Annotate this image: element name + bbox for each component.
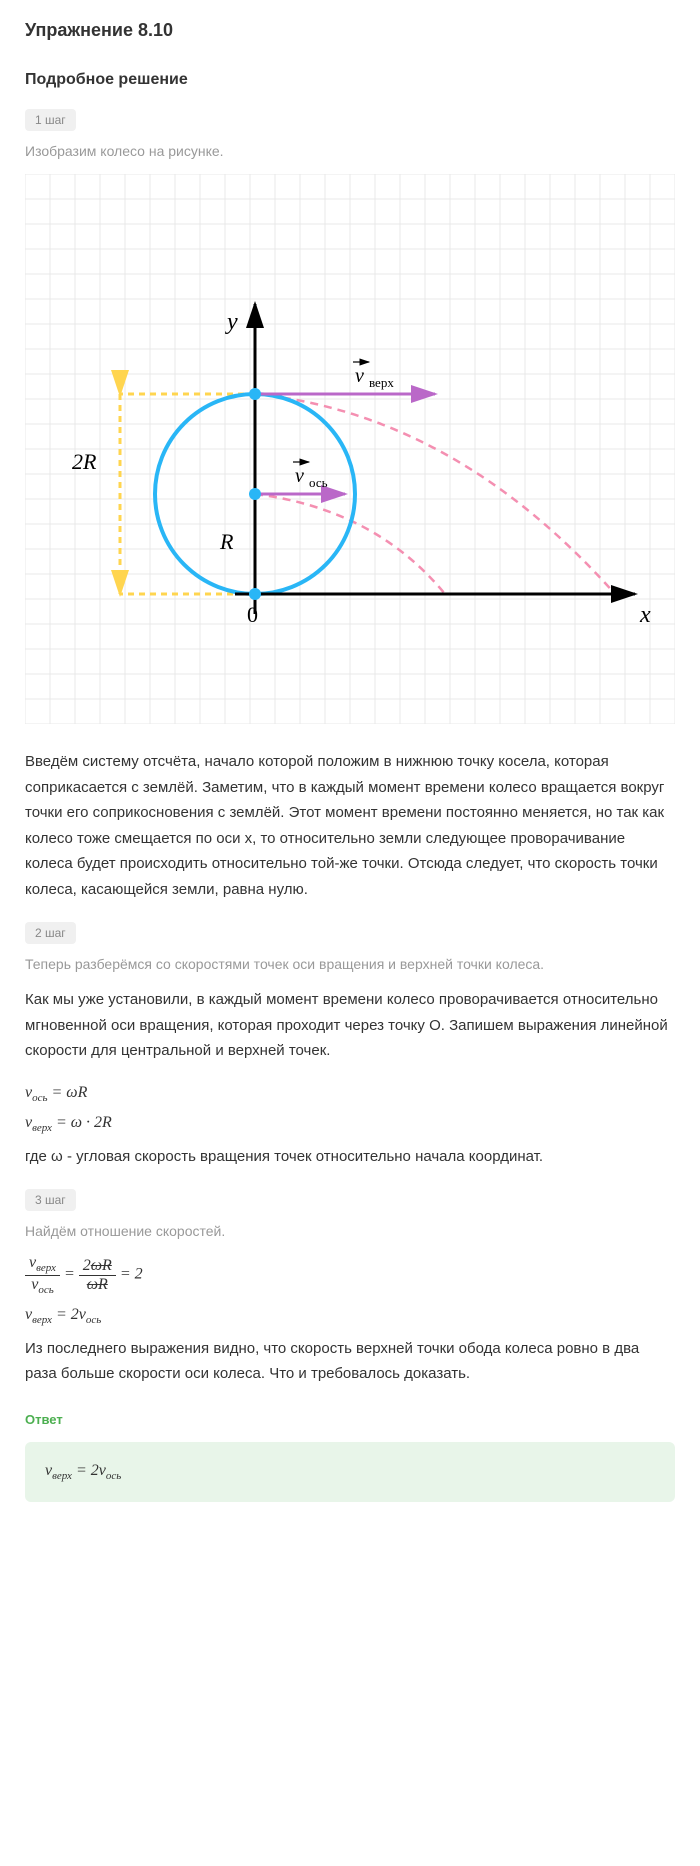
step-1-intro: Изобразим колесо на рисунке. — [25, 143, 675, 159]
formula-v-axis: vось = ωR — [25, 1084, 675, 1104]
formula-v-top: vверх = ω · 2R — [25, 1114, 675, 1134]
svg-text:верх: верх — [369, 375, 394, 390]
solution-subtitle: Подробное решение — [25, 71, 675, 89]
svg-text:x: x — [639, 602, 651, 628]
svg-text:0: 0 — [247, 602, 258, 627]
step-2-intro: Теперь разберёмся со скоростями точек ос… — [25, 956, 675, 972]
svg-text:v: v — [295, 465, 304, 487]
step-2-note: где ω - угловая скорость вращения точек … — [25, 1144, 675, 1170]
formula-ratio: vверх vось = 2ωR ωR = 2 — [25, 1254, 675, 1295]
svg-text:R: R — [219, 529, 234, 554]
answer-label: Ответ — [25, 1412, 675, 1427]
answer-box: vверх = 2vось — [25, 1442, 675, 1502]
svg-text:2R: 2R — [72, 449, 97, 474]
answer-formula: vверх = 2vось — [45, 1462, 655, 1482]
step-1-badge: 1 шаг — [25, 109, 76, 131]
step-3-intro: Найдём отношение скоростей. — [25, 1223, 675, 1239]
step-3-badge: 3 шаг — [25, 1189, 76, 1211]
step-3-paragraph: Из последнего выражения видно, что скоро… — [25, 1336, 675, 1387]
formula-result: vверх = 2vось — [25, 1306, 675, 1326]
svg-text:v: v — [355, 365, 364, 387]
step-1-paragraph: Введём систему отсчёта, начало которой п… — [25, 749, 675, 902]
wheel-diagram: yx02RRvверхvось — [25, 174, 675, 724]
step-2-badge: 2 шаг — [25, 922, 76, 944]
step-2-paragraph: Как мы уже установили, в каждый момент в… — [25, 987, 675, 1064]
exercise-title: Упражнение 8.10 — [25, 20, 675, 41]
svg-text:ось: ось — [309, 475, 328, 490]
svg-text:y: y — [225, 309, 238, 335]
